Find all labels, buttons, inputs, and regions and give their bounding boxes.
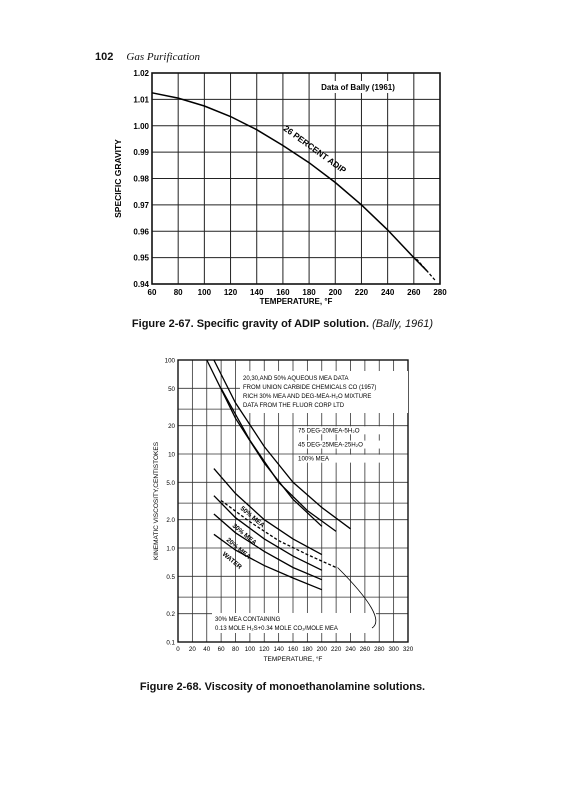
label-bg (296, 454, 388, 463)
bottom-note-line: 30% MEA CONTAINING (215, 617, 281, 623)
caption-main: Figure 2-67. Specific gravity of ADIP so… (131, 318, 373, 330)
x-tick-label: 60 (218, 646, 225, 653)
bottom-note-leader (337, 567, 377, 629)
x-tick-label: 100 (198, 288, 212, 297)
y-tick-label: 100 (165, 358, 176, 365)
y-axis-label: SPECIFIC GRAVITY (113, 139, 123, 218)
y-tick-label: 0.96 (133, 227, 149, 236)
bottom-note-bg (212, 613, 376, 633)
y-tick-label: 1.01 (133, 95, 149, 104)
legend-note-line: DATA FROM THE FLUOR CORP LTD (243, 403, 345, 409)
y-tick-label: 10 (168, 452, 175, 459)
x-tick-label: 220 (355, 288, 369, 297)
y-tick-label: 0.1 (166, 640, 175, 647)
x-tick-label: 300 (388, 646, 399, 653)
y-tick-label: 0.98 (133, 175, 149, 184)
page-number: 102 (95, 51, 114, 63)
bottom-note-line: 0.13 MOLE H₂S+0.34 MOLE CO₂/MOLE MEA (215, 626, 338, 632)
y-tick-label: 1.00 (133, 122, 149, 131)
series-line-20-mea (213, 513, 323, 581)
series-line-75-deg-20mea-5h-o (213, 359, 351, 530)
x-tick-label: 0 (176, 646, 180, 653)
x-tick-label: 20 (189, 646, 196, 653)
legend-note-line: 20,30,AND 50% AQUEOUS MEA DATA (243, 376, 348, 382)
series-line-water (213, 533, 323, 591)
y-tick-label: 0.95 (133, 254, 149, 263)
x-tick-label: 240 (345, 646, 356, 653)
x-tick-label: 100 (245, 646, 256, 653)
x-tick-label: 280 (433, 288, 447, 297)
x-tick-label: 320 (403, 646, 414, 653)
x-tick-label: 140 (250, 288, 264, 297)
series-line-100-mea (206, 359, 323, 527)
x-tick-label: 40 (203, 646, 210, 653)
x-tick-label: 120 (224, 288, 238, 297)
legend-note-bg (240, 371, 408, 413)
series-line-30-mea (213, 495, 323, 571)
x-tick-label: 200 (317, 646, 328, 653)
page-header: 102 Gas Purification (95, 51, 200, 63)
caption-main: Figure 2-68. Viscosity of monoethanolami… (139, 681, 426, 693)
x-tick-label: 180 (302, 646, 313, 653)
series-line-30-mea-containing (220, 499, 337, 569)
curve-label: 100% MEA (298, 456, 330, 463)
y-tick-label: 0.99 (133, 148, 149, 157)
x-tick-label: 120 (259, 646, 270, 653)
x-tick-label: 260 (407, 288, 421, 297)
figure-2-68-caption: Figure 2-68. Viscosity of monoethanolami… (0, 681, 565, 693)
series-line-50-mea (213, 468, 323, 556)
x-tick-label: 140 (273, 646, 284, 653)
y-tick-label: 0.2 (166, 611, 175, 618)
x-axis-label: TEMPERATURE, °F (264, 655, 323, 663)
y-tick-label: 1.02 (133, 69, 149, 78)
series-line-26-percent-adip (151, 92, 428, 272)
x-tick-label: 160 (288, 646, 299, 653)
x-tick-label: 80 (174, 288, 183, 297)
x-axis-label: TEMPERATURE, °F (260, 297, 333, 306)
plot-frame (151, 72, 441, 285)
curve-label: 75 DEG-20MEA-5H₂O (298, 427, 360, 434)
series-line-45-deg-25mea-25h-o (220, 387, 337, 532)
label-bg (296, 440, 388, 449)
y-axis-label: KINEMATIC VISCOSITY,CENTISTOKES (153, 441, 160, 560)
caption-citation: (Bally, 1961) (372, 318, 434, 330)
x-tick-label: 60 (148, 288, 157, 297)
x-tick-label: 260 (360, 646, 371, 653)
y-tick-label: 0.5 (166, 574, 175, 581)
legend-note-line: FROM UNION CARBIDE CHEMICALS CO (1957) (243, 385, 376, 391)
legend-note-line: RICH 30% MEA AND DEG-MEA-H₂O MIXTURE (243, 394, 371, 400)
curve-label: 45 DEG-25MEA-25H₂O (298, 442, 363, 449)
x-tick-label: 220 (331, 646, 342, 653)
y-tick-label: 50 (168, 386, 175, 393)
y-tick-label: 2.0 (166, 517, 175, 524)
y-tick-label: 0.94 (133, 280, 149, 289)
x-tick-label: 180 (302, 288, 316, 297)
y-tick-label: 1.0 (166, 546, 175, 553)
annotation: Data of Bally (1961) (321, 83, 395, 92)
x-tick-label: 80 (232, 646, 239, 653)
y-tick-label: 5.0 (166, 480, 175, 487)
x-tick-label: 160 (276, 288, 290, 297)
running-title: Gas Purification (126, 51, 201, 63)
annotation-bg (312, 81, 404, 93)
plot-frame (177, 359, 409, 643)
x-tick-label: 200 (329, 288, 343, 297)
x-tick-label: 280 (374, 646, 385, 653)
y-tick-label: 20 (168, 423, 175, 430)
y-tick-label: 0.97 (133, 201, 149, 210)
x-tick-label: 240 (381, 288, 395, 297)
figure-2-67-caption: Figure 2-67. Specific gravity of ADIP so… (0, 318, 565, 330)
label-bg (296, 426, 388, 435)
